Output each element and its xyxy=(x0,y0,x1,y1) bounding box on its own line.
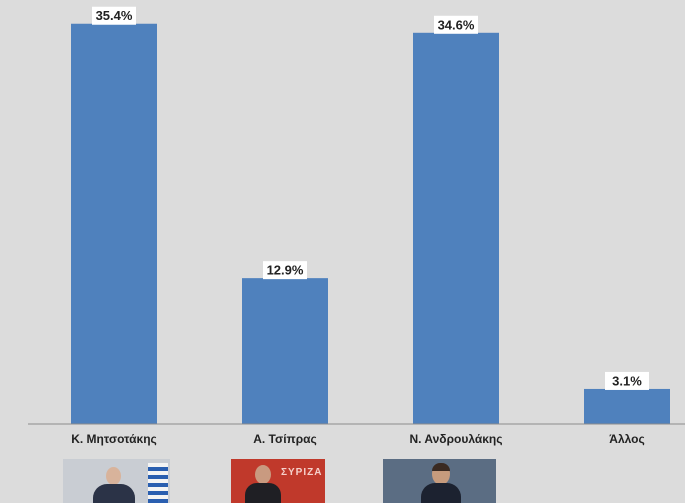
portrait-figure xyxy=(421,463,461,503)
mitsotakis-photo xyxy=(63,459,170,503)
tsipras-photo: ΣΥΡΙΖΑ xyxy=(231,459,325,503)
category-label-1: Κ. Μητσοτάκης xyxy=(71,432,157,446)
data-label-4: 3.1% xyxy=(612,373,642,388)
data-label-1: 35.4% xyxy=(96,8,133,23)
data-label-box-4 xyxy=(605,371,649,390)
category-label-2: Α. Τσίπρας xyxy=(253,432,317,446)
data-label-2: 12.9% xyxy=(267,263,304,278)
data-label-box-3 xyxy=(434,15,478,34)
androulakis-photo xyxy=(383,459,496,503)
syriza-logo-text: ΣΥΡΙΖΑ xyxy=(281,467,323,478)
bar-chart: 35.4% Κ. Μητσοτάκης 12.9% Α. Τσίπρας 34.6% Ν.… xyxy=(28,6,685,446)
bar-3 xyxy=(413,32,499,424)
data-label-box-1 xyxy=(92,6,136,25)
labels-group: 35.4% Κ. Μητσοτάκης 12.9% Α. Τσίπρας 34.6% Ν.… xyxy=(71,6,649,446)
bar-2 xyxy=(242,278,328,424)
portrait-figure xyxy=(93,467,135,503)
data-label-box-2 xyxy=(263,261,307,280)
portrait-figure xyxy=(245,465,281,503)
bar-4 xyxy=(584,388,670,424)
category-label-4: Άλλος xyxy=(609,432,644,446)
greek-flag-icon xyxy=(148,463,168,503)
data-label-3: 34.6% xyxy=(438,17,475,32)
bar-1 xyxy=(71,23,157,425)
bars-group xyxy=(71,23,670,425)
category-label-3: Ν. Ανδρουλάκης xyxy=(410,432,503,446)
